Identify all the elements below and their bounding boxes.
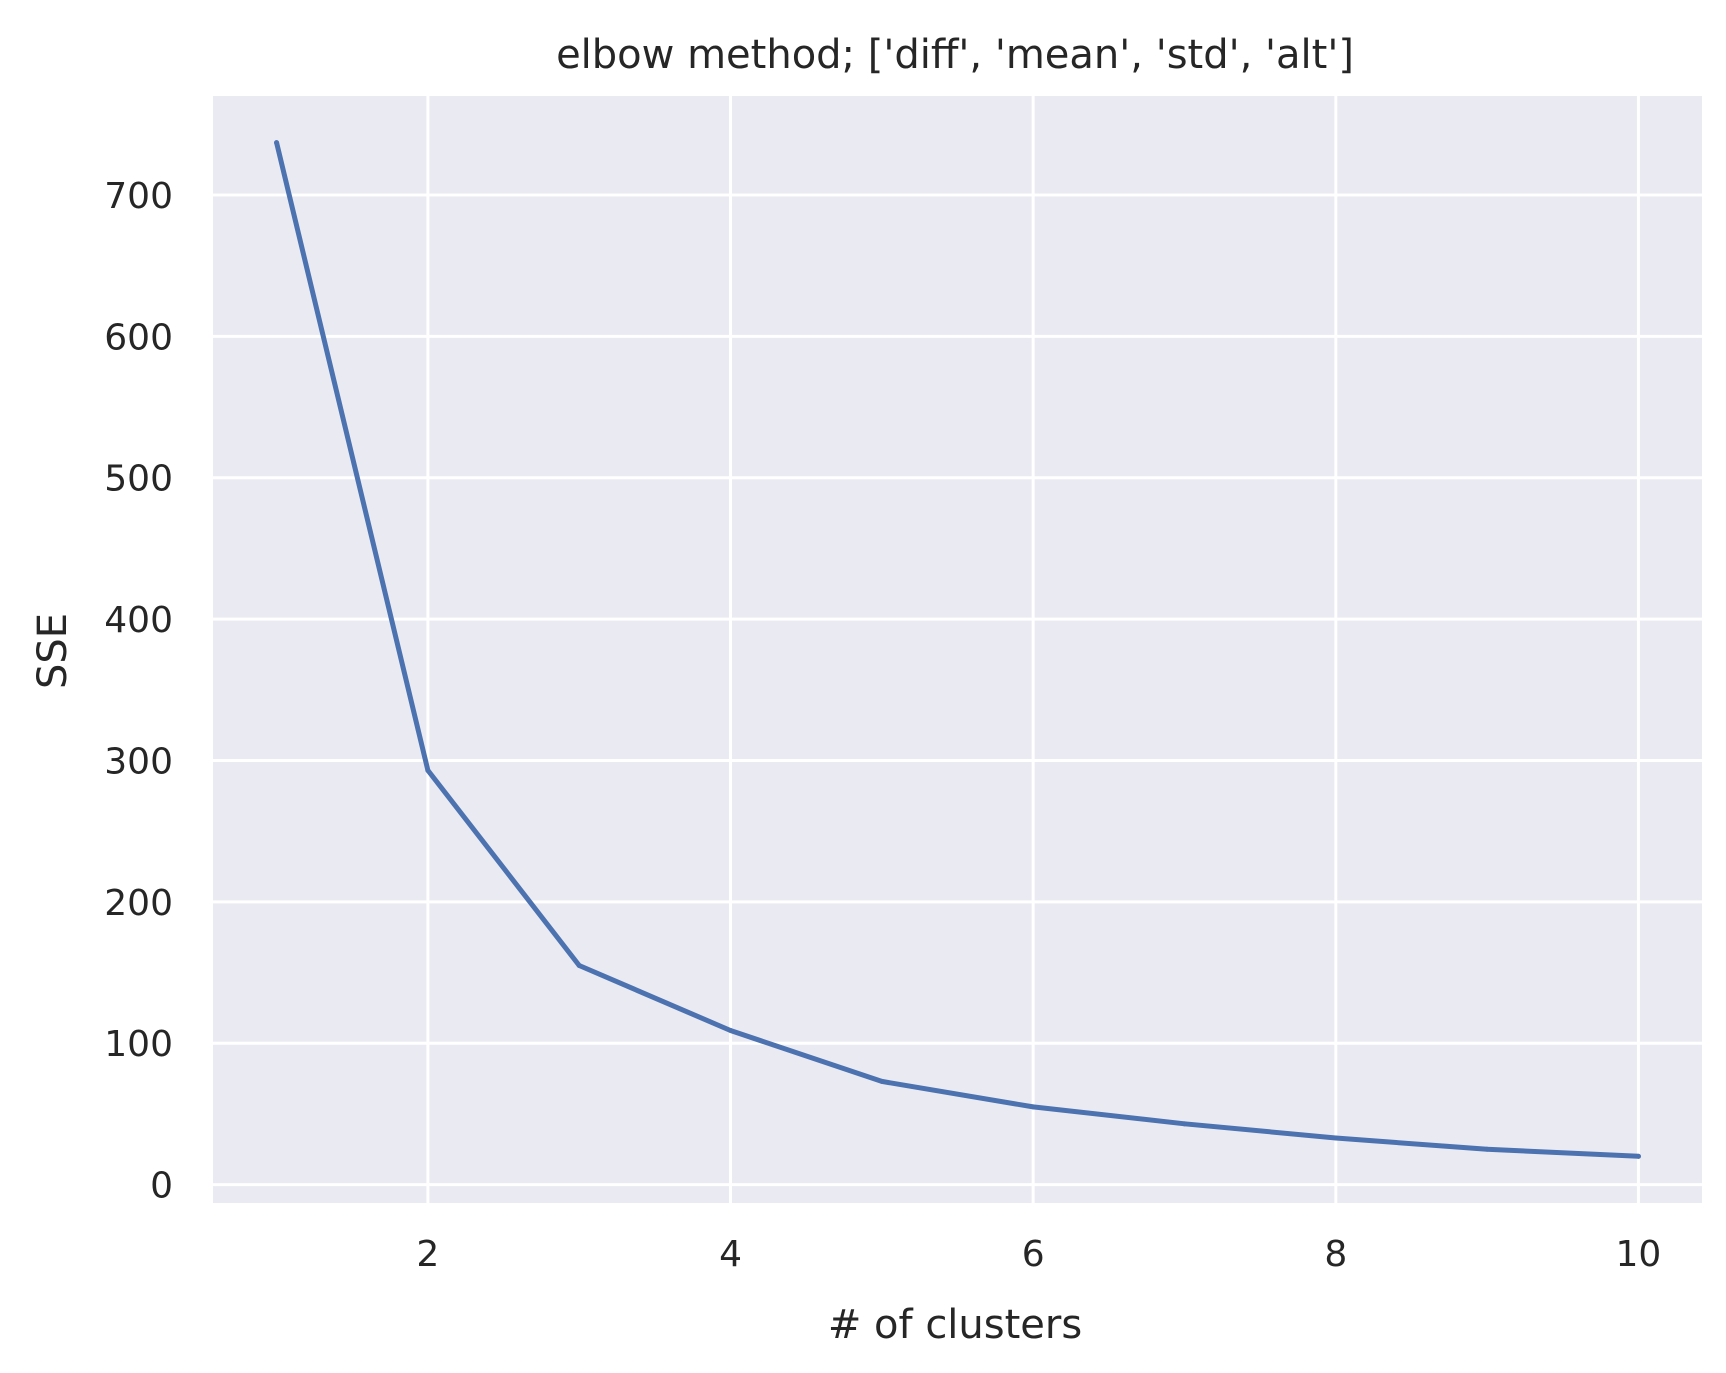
x-tick-label: 2: [416, 1234, 439, 1275]
x-tick-label: 10: [1616, 1234, 1662, 1275]
data-point: [1484, 1146, 1490, 1152]
data-point: [1635, 1153, 1641, 1159]
data-point: [425, 767, 431, 773]
y-axis-label: SSE: [30, 613, 76, 689]
y-tick-label: 0: [150, 1166, 173, 1207]
data-point: [879, 1078, 885, 1084]
series-layer: [274, 140, 1641, 1159]
data-point: [274, 140, 280, 146]
y-tick-label: 400: [104, 600, 173, 641]
x-tick-label: 6: [1022, 1234, 1045, 1275]
y-tick-labels: 0 100 200 300 400 500 600 700: [104, 176, 173, 1207]
plot-area: [213, 96, 1702, 1203]
x-gridlines: [426, 96, 1640, 1203]
series-line: [274, 140, 1641, 1159]
data-point: [1333, 1135, 1339, 1141]
data-point: [1181, 1121, 1187, 1127]
y-gridlines: [213, 193, 1702, 1187]
y-tick-label: 100: [104, 1024, 173, 1065]
x-tick-label: 4: [719, 1234, 742, 1275]
data-point: [576, 962, 582, 968]
y-tick-label: 200: [104, 883, 173, 924]
y-tick-label: 700: [104, 176, 173, 217]
chart-title: elbow method; ['diff', 'mean', 'std', 'a…: [556, 32, 1354, 78]
y-tick-label: 300: [104, 741, 173, 782]
x-tick-label: 8: [1324, 1234, 1347, 1275]
data-point: [728, 1028, 734, 1034]
x-axis-label: # of clusters: [828, 1302, 1082, 1348]
data-point: [1030, 1104, 1036, 1110]
y-tick-label: 500: [104, 459, 173, 500]
y-tick-label: 600: [104, 317, 173, 358]
x-tick-labels: 2 4 6 8 10: [416, 1234, 1661, 1275]
